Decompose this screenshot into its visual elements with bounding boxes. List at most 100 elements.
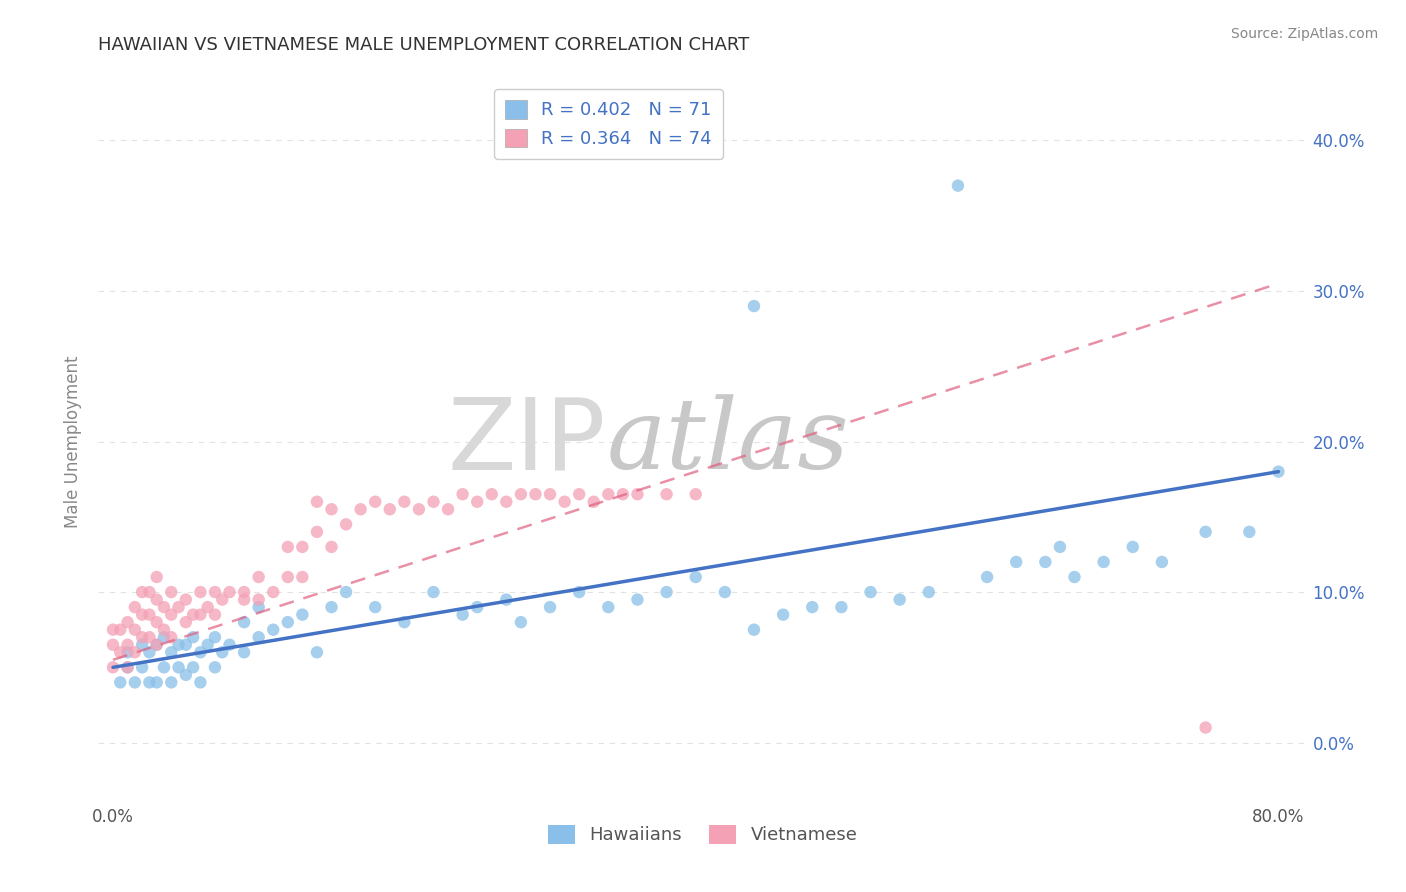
Point: [742, 623, 765, 637]
Point: [321, 502, 343, 516]
Point: [277, 540, 299, 554]
Point: [1033, 555, 1056, 569]
Point: [1005, 555, 1028, 569]
Point: [181, 630, 204, 644]
Point: [394, 615, 416, 630]
Point: [612, 487, 634, 501]
Point: [204, 607, 226, 622]
Point: [350, 502, 373, 516]
Point: [117, 660, 139, 674]
Point: [626, 487, 648, 501]
Point: [153, 660, 176, 674]
Point: [481, 487, 503, 501]
Point: [190, 645, 212, 659]
Point: [233, 615, 256, 630]
Point: [131, 638, 153, 652]
Point: [655, 487, 678, 501]
Point: [685, 487, 707, 501]
Point: [138, 607, 160, 622]
Point: [408, 502, 430, 516]
Point: [174, 615, 197, 630]
Point: [305, 494, 328, 508]
Point: [138, 675, 160, 690]
Point: [145, 592, 167, 607]
Point: [1150, 555, 1173, 569]
Point: [830, 600, 852, 615]
Point: [568, 585, 591, 599]
Point: [174, 592, 197, 607]
Point: [190, 607, 212, 622]
Point: [291, 570, 314, 584]
Point: [110, 645, 132, 659]
Point: [204, 630, 226, 644]
Point: [626, 592, 648, 607]
Point: [124, 600, 146, 615]
Point: [321, 540, 343, 554]
Point: [976, 570, 998, 584]
Point: [131, 630, 153, 644]
Point: [859, 585, 882, 599]
Point: [538, 487, 561, 501]
Point: [124, 623, 146, 637]
Point: [197, 638, 219, 652]
Point: [946, 178, 969, 193]
Legend: Hawaiians, Vietnamese: Hawaiians, Vietnamese: [541, 818, 865, 852]
Point: [204, 585, 226, 599]
Point: [101, 638, 124, 652]
Point: [1122, 540, 1144, 554]
Point: [554, 494, 576, 508]
Point: [277, 615, 299, 630]
Point: [233, 645, 256, 659]
Point: [321, 600, 343, 615]
Point: [335, 517, 357, 532]
Point: [138, 645, 160, 659]
Point: [181, 607, 204, 622]
Point: [145, 638, 167, 652]
Point: [451, 607, 474, 622]
Point: [451, 487, 474, 501]
Point: [247, 570, 270, 584]
Point: [160, 630, 183, 644]
Point: [685, 570, 707, 584]
Text: HAWAIIAN VS VIETNAMESE MALE UNEMPLOYMENT CORRELATION CHART: HAWAIIAN VS VIETNAMESE MALE UNEMPLOYMENT…: [98, 36, 749, 54]
Point: [247, 600, 270, 615]
Point: [117, 638, 139, 652]
Point: [138, 585, 160, 599]
Point: [538, 600, 561, 615]
Point: [145, 675, 167, 690]
Point: [394, 494, 416, 508]
Point: [1239, 524, 1261, 539]
Point: [233, 585, 256, 599]
Point: [305, 524, 328, 539]
Point: [262, 585, 284, 599]
Point: [101, 623, 124, 637]
Point: [335, 585, 357, 599]
Point: [509, 615, 531, 630]
Text: ZIP: ZIP: [449, 393, 606, 490]
Point: [117, 660, 139, 674]
Point: [218, 638, 240, 652]
Point: [742, 299, 765, 313]
Point: [277, 570, 299, 584]
Point: [145, 638, 167, 652]
Point: [364, 600, 387, 615]
Point: [495, 494, 517, 508]
Point: [1049, 540, 1071, 554]
Point: [598, 600, 620, 615]
Point: [153, 623, 176, 637]
Point: [509, 487, 531, 501]
Point: [714, 585, 737, 599]
Point: [131, 607, 153, 622]
Point: [422, 494, 444, 508]
Point: [160, 585, 183, 599]
Point: [305, 645, 328, 659]
Point: [364, 494, 387, 508]
Point: [117, 615, 139, 630]
Point: [918, 585, 941, 599]
Point: [131, 585, 153, 599]
Point: [465, 600, 488, 615]
Point: [160, 645, 183, 659]
Point: [465, 494, 488, 508]
Point: [204, 660, 226, 674]
Point: [174, 638, 197, 652]
